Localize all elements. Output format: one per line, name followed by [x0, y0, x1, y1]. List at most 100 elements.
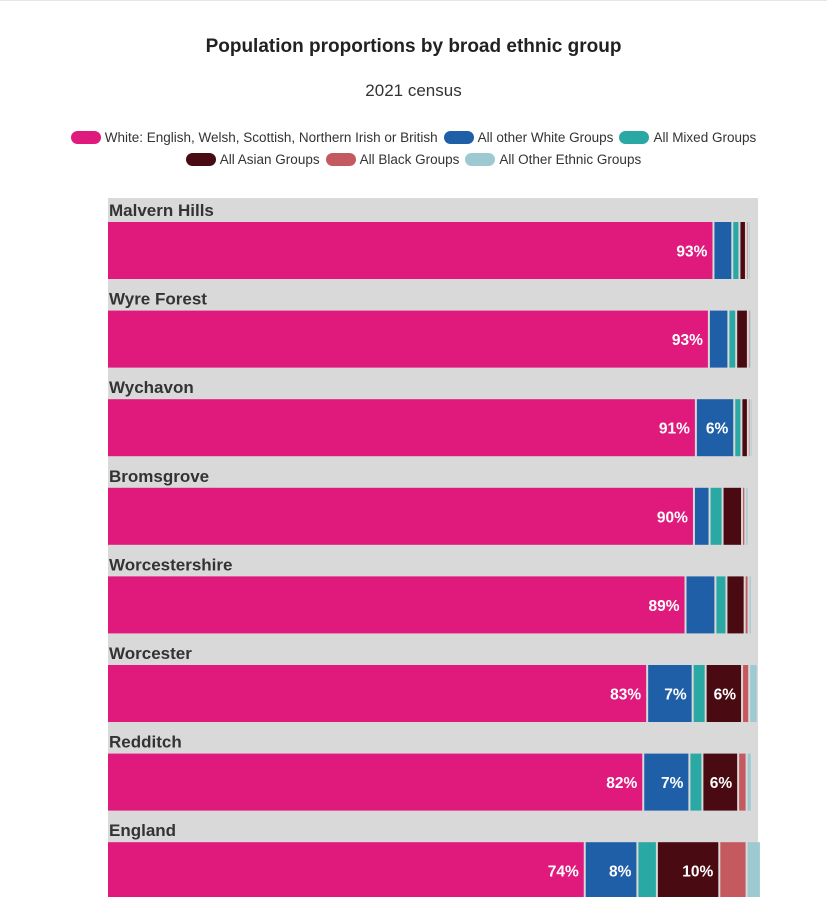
bar-segment-white-english-welsh-scottish-northern-irish-or-british	[108, 753, 643, 811]
data-label: 83%	[610, 687, 641, 704]
data-label: 93%	[676, 244, 707, 261]
bar-segment-all-mixed-groups	[729, 310, 736, 368]
data-label: 6%	[706, 421, 729, 438]
bar-row-bromsgrove: Bromsgrove 90%	[108, 467, 748, 545]
bar-segment-all-asian-groups	[742, 399, 747, 457]
bar-segment-all-black-groups	[748, 399, 750, 457]
chart-title: Population proportions by broad ethnic g…	[205, 36, 622, 57]
bar-segment-all-black-groups	[720, 842, 746, 897]
chart-subtitle: 2021 census	[365, 81, 462, 100]
bar-segment-all-asian-groups	[727, 576, 744, 634]
category-label: England	[109, 821, 176, 840]
bar-segment-all-other-ethnic-groups	[747, 842, 760, 897]
data-label: 7%	[661, 775, 684, 792]
legend-swatch	[70, 131, 101, 144]
bar-segment-white-english-welsh-scottish-northern-irish-or-british	[108, 665, 647, 722]
legend-label: White: English, Welsh, Scottish, Norther…	[104, 130, 438, 145]
category-label: Wychavon	[109, 378, 194, 397]
category-label: Worcestershire	[109, 555, 232, 574]
legend-item-all-asian-groups: All Asian Groups	[185, 152, 320, 167]
legend-label: All Asian Groups	[219, 152, 320, 167]
bar-segment-white-english-welsh-scottish-northern-irish-or-british	[108, 487, 693, 545]
legend-row-2: All Asian Groups All Black Groups All Othe…	[0, 152, 827, 167]
bar-segment-all-other-white-groups	[696, 399, 734, 457]
bar-segment-all-asian-groups	[737, 310, 747, 368]
bar-segment-all-other-ethnic-groups	[750, 310, 751, 368]
top-divider	[0, 0, 827, 1]
bar-row-wyre-forest: Wyre Forest 93%	[108, 290, 751, 368]
bar-segment-all-other-ethnic-groups	[746, 487, 748, 545]
bar-row-worcestershire: Worcestershire 89%	[108, 555, 751, 634]
legend-swatch	[443, 131, 474, 144]
bar-segment-all-other-ethnic-groups	[749, 576, 751, 634]
legend-label: All Black Groups	[359, 152, 460, 167]
bar-segment-white-english-welsh-scottish-northern-irish-or-british	[108, 310, 708, 368]
bar-segment-all-other-white-groups	[709, 310, 728, 368]
category-label: Malvern Hills	[109, 201, 214, 220]
legend-item-white-english-welsh-scottish-northern-irish-or-british: White: English, Welsh, Scottish, Norther…	[70, 130, 438, 145]
bar-segment-all-black-groups	[743, 487, 745, 545]
bar-segment-all-other-white-groups	[714, 222, 732, 279]
bar-segment-all-other-white-groups	[648, 665, 692, 722]
bar-segment-all-asian-groups	[723, 487, 742, 545]
legend-row-1: White: English, Welsh, Scottish, Norther…	[0, 130, 827, 145]
category-label: Redditch	[109, 733, 182, 752]
data-label: 82%	[606, 775, 637, 792]
bar-row-malvern-hills: Malvern Hills 93%	[108, 201, 750, 279]
data-label: 6%	[714, 687, 737, 704]
data-label: 7%	[664, 687, 687, 704]
bar-segment-all-other-white-groups	[644, 753, 689, 811]
bar-segment-all-mixed-groups	[716, 576, 726, 634]
legend-item-all-mixed-groups: All Mixed Groups	[619, 130, 756, 145]
legend-swatch	[325, 153, 356, 166]
legend-swatch	[185, 153, 216, 166]
bar-segment-all-mixed-groups	[710, 487, 722, 545]
bar-segment-white-english-welsh-scottish-northern-irish-or-british	[108, 576, 685, 634]
bar-segment-all-other-white-groups	[585, 842, 637, 897]
bar-row-england: England 74% 8% 10%	[108, 821, 760, 897]
bar-row-wychavon: Wychavon 91% 6%	[108, 378, 752, 457]
data-label: 74%	[548, 864, 579, 881]
bar-segment-all-asian-groups	[740, 222, 745, 279]
bar-segment-all-mixed-groups	[690, 753, 702, 811]
bar-segment-all-black-groups	[746, 222, 748, 279]
bar-segment-all-mixed-groups	[733, 222, 739, 279]
data-label: 8%	[609, 864, 632, 881]
category-label: Worcester	[109, 644, 192, 663]
bar-segment-all-other-ethnic-groups	[750, 665, 757, 722]
data-label: 6%	[710, 775, 733, 792]
legend-label: All Other Ethnic Groups	[499, 152, 642, 167]
legend-swatch	[619, 131, 650, 144]
bar-segment-all-mixed-groups	[638, 842, 656, 897]
bar-segment-all-asian-groups	[706, 665, 742, 722]
bar-segment-all-black-groups	[743, 665, 749, 722]
legend-item-all-black-groups: All Black Groups	[325, 152, 460, 167]
data-label: 10%	[682, 864, 713, 881]
legend-label: All Mixed Groups	[653, 130, 757, 145]
legend-item-all-other-ethnic-groups: All Other Ethnic Groups	[465, 152, 641, 167]
category-label: Wyre Forest	[109, 290, 207, 309]
bar-segment-all-other-ethnic-groups	[748, 222, 750, 279]
bar-segment-all-mixed-groups	[693, 665, 705, 722]
bar-segment-white-english-welsh-scottish-northern-irish-or-british	[108, 399, 695, 457]
bar-segment-all-other-ethnic-groups	[747, 753, 751, 811]
bar-segment-white-english-welsh-scottish-northern-irish-or-british	[108, 222, 713, 279]
bar-segment-all-asian-groups	[657, 842, 719, 897]
data-label: 91%	[659, 421, 690, 438]
bar-segment-all-black-groups	[748, 310, 750, 368]
bar-segment-all-black-groups	[745, 576, 748, 634]
bar-segment-all-other-white-groups	[694, 487, 709, 545]
legend-label: All other White Groups	[477, 130, 614, 145]
category-label: Bromsgrove	[109, 467, 209, 486]
bar-segment-all-asian-groups	[703, 753, 738, 811]
bar-segment-all-black-groups	[739, 753, 746, 811]
legend-item-all-other-white-groups: All other White Groups	[443, 130, 614, 145]
legend-swatch	[465, 153, 496, 166]
data-label: 90%	[657, 509, 688, 526]
bar-row-redditch: Redditch 82% 7% 6%	[108, 733, 751, 811]
bar-row-worcester: Worcester 83% 7% 6%	[108, 644, 757, 722]
bar-segment-all-other-white-groups	[686, 576, 715, 634]
bar-segment-all-other-ethnic-groups	[750, 399, 752, 457]
data-label: 93%	[672, 332, 703, 349]
